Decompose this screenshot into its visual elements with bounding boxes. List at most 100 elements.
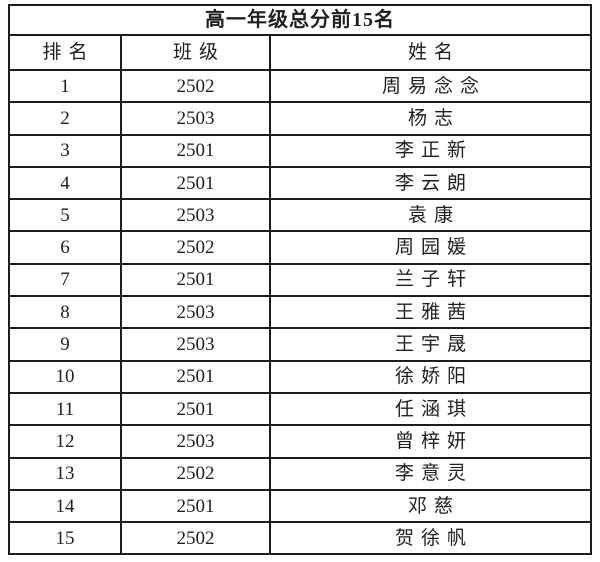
name-cell: 李意灵	[269, 456, 592, 491]
table-row: 13 2502 李意灵	[8, 456, 592, 491]
table-row: 11 2501 任涵琪	[8, 391, 592, 427]
header-name: 姓名	[269, 34, 592, 71]
rank-value: 1	[60, 75, 70, 97]
rank-cell: 4	[8, 165, 122, 201]
ranking-table: 高一年级总分前15名 排名 班级 姓名 1 2502 周易念念	[8, 4, 592, 556]
table-title: 高一年级总分前15名	[8, 4, 592, 36]
rank-value: 11	[55, 398, 75, 420]
name-value: 杨志	[407, 107, 460, 129]
table-row: 9 2503 王宇晟	[8, 327, 592, 362]
name-value: 任涵琪	[394, 398, 473, 420]
header-rank: 排名	[8, 34, 122, 71]
table-row: 2 2503 杨志	[8, 101, 592, 136]
header-class: 班级	[120, 34, 271, 71]
class-value: 2502	[176, 463, 215, 485]
rank-value: 6	[60, 237, 70, 259]
name-value: 周园媛	[394, 237, 473, 259]
class-cell: 2502	[120, 230, 271, 265]
table-row: 14 2501 邓慈	[8, 488, 592, 524]
table-row: 6 2502 周园媛	[8, 230, 592, 265]
name-cell: 任涵琪	[269, 391, 592, 427]
class-value: 2503	[176, 204, 215, 226]
name-cell: 周易念念	[269, 68, 592, 104]
class-cell: 2502	[120, 521, 271, 556]
class-cell: 2503	[120, 198, 271, 233]
rank-value: 14	[55, 495, 75, 517]
name-cell: 李正新	[269, 133, 592, 168]
rank-cell: 7	[8, 262, 122, 298]
rank-value: 15	[55, 527, 75, 549]
table-row: 7 2501 兰子轩	[8, 262, 592, 298]
class-value: 2503	[176, 301, 215, 323]
name-cell: 李云朗	[269, 165, 592, 201]
name-cell: 王雅茜	[269, 295, 592, 330]
class-value: 2503	[176, 430, 215, 452]
class-cell: 2502	[120, 456, 271, 491]
rank-cell: 15	[8, 521, 122, 556]
name-cell: 王宇晟	[269, 327, 592, 362]
rank-cell: 12	[8, 424, 122, 459]
rank-value: 12	[55, 430, 75, 452]
class-cell: 2501	[120, 133, 271, 168]
rank-value: 2	[60, 107, 70, 129]
class-cell: 2503	[120, 327, 271, 362]
name-value: 邓慈	[407, 495, 460, 517]
rank-value: 7	[60, 269, 70, 291]
rank-cell: 14	[8, 488, 122, 524]
name-value: 李正新	[394, 140, 473, 162]
rank-cell: 11	[8, 391, 122, 427]
table-title-row: 高一年级总分前15名	[8, 4, 592, 36]
name-value: 兰子轩	[394, 269, 473, 291]
class-cell: 2503	[120, 101, 271, 136]
class-value: 2501	[176, 269, 215, 291]
rank-cell: 8	[8, 295, 122, 330]
class-value: 2503	[176, 334, 215, 356]
class-value: 2502	[176, 237, 215, 259]
class-value: 2501	[176, 140, 215, 162]
name-value: 李意灵	[394, 463, 473, 485]
class-cell: 2501	[120, 359, 271, 394]
header-name-label: 姓名	[407, 42, 460, 63]
rank-cell: 3	[8, 133, 122, 168]
header-class-label: 班级	[172, 42, 225, 63]
name-cell: 贺徐帆	[269, 521, 592, 556]
table-row: 1 2502 周易念念	[8, 68, 592, 104]
table-row: 5 2503 袁康	[8, 198, 592, 233]
table-header-row: 排名 班级 姓名	[8, 34, 592, 71]
rank-value: 4	[60, 172, 70, 194]
table-row: 12 2503 曾梓妍	[8, 424, 592, 459]
table-row: 8 2503 王雅茜	[8, 295, 592, 330]
name-value: 徐娇阳	[394, 366, 473, 388]
rank-value: 10	[55, 366, 75, 388]
table-row: 15 2502 贺徐帆	[8, 521, 592, 556]
header-rank-label: 排名	[42, 42, 95, 63]
class-cell: 2503	[120, 424, 271, 459]
class-value: 2501	[176, 398, 215, 420]
ranking-table-body: 高一年级总分前15名 排名 班级 姓名 1 2502 周易念念	[8, 4, 592, 556]
rank-value: 8	[60, 301, 70, 323]
rank-cell: 10	[8, 359, 122, 394]
name-value: 王宇晟	[394, 334, 473, 356]
rank-cell: 9	[8, 327, 122, 362]
rank-cell: 6	[8, 230, 122, 265]
class-cell: 2501	[120, 262, 271, 298]
rank-value: 5	[60, 204, 70, 226]
rank-value: 3	[60, 140, 70, 162]
class-cell: 2501	[120, 165, 271, 201]
name-value: 贺徐帆	[394, 527, 473, 549]
rank-cell: 1	[8, 68, 122, 104]
name-cell: 兰子轩	[269, 262, 592, 298]
name-value: 王雅茜	[394, 301, 473, 323]
class-value: 2503	[176, 107, 215, 129]
class-value: 2501	[176, 495, 215, 517]
name-cell: 徐娇阳	[269, 359, 592, 394]
class-value: 2501	[176, 172, 215, 194]
name-value: 袁康	[407, 204, 460, 226]
table-title-text: 高一年级总分前15名	[205, 9, 395, 31]
class-cell: 2501	[120, 488, 271, 524]
name-value: 周易念念	[381, 75, 486, 97]
rank-cell: 2	[8, 101, 122, 136]
name-cell: 杨志	[269, 101, 592, 136]
name-value: 李云朗	[394, 172, 473, 194]
class-value: 2501	[176, 366, 215, 388]
